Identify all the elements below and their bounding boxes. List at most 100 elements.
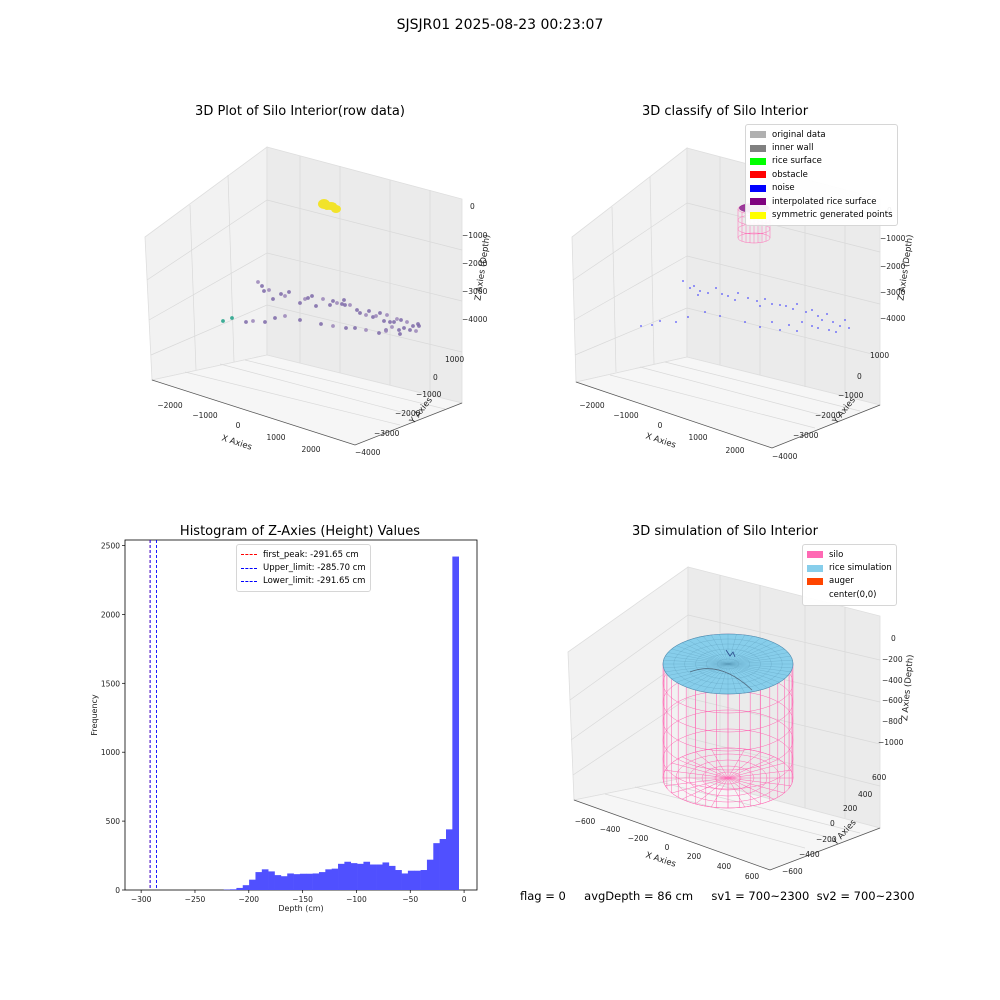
rice-mesh-spoke: [671, 663, 729, 680]
noise-point: [719, 315, 721, 317]
noise-point: [796, 330, 798, 332]
histogram-bar: [274, 875, 282, 890]
classify-ytick: 0: [857, 372, 862, 381]
rice-mesh-spoke: [688, 663, 729, 688]
rice-mesh-spoke: [667, 652, 729, 665]
histogram-title: Histogram of Z-Axies (Height) Values: [179, 524, 421, 539]
sim-ytick: 200: [843, 804, 858, 813]
classify-xtick: 2000: [725, 446, 744, 455]
histogram-bar: [376, 864, 383, 890]
legend-item: auger: [807, 575, 892, 588]
histogram-bar: [280, 876, 288, 890]
raw-point: [283, 314, 287, 318]
rice-mesh-spoke: [727, 642, 775, 665]
legend-item: original data: [750, 128, 893, 141]
legend-swatch: [750, 157, 766, 165]
legend-item: interpolated rice surface: [750, 195, 893, 208]
histogram-axes-frame: [124, 539, 478, 891]
classify-ztick: −2000: [880, 262, 906, 271]
figure-suptitle: SJSJR01 2025-08-23 00:23:07: [396, 17, 604, 33]
raw-ztick: 0: [470, 202, 475, 211]
classify-ytick: −1000: [838, 391, 864, 400]
histogram-bar: [325, 869, 332, 890]
histogram-xlabel: Depth (cm): [278, 904, 323, 913]
noise-point: [771, 303, 773, 305]
raw-point: [377, 331, 381, 335]
rice-mesh-spoke: [663, 659, 729, 665]
classify-xtick: 0: [658, 421, 663, 430]
raw-point: [395, 317, 399, 321]
sim-xlabel: X Axies: [644, 850, 677, 869]
raw-point: [267, 288, 271, 292]
raw-point: [358, 311, 362, 315]
raw-point: [306, 296, 310, 300]
legend-swatch: [241, 567, 257, 569]
raw-point: [340, 302, 344, 306]
raw-xtick: −1000: [192, 411, 218, 420]
legend-label: inner wall: [772, 143, 814, 154]
histogram-bar: [363, 861, 371, 890]
y-tick-label: 0: [115, 886, 120, 895]
raw-3d-grid: [146, 156, 463, 426]
rice-surface: [662, 633, 794, 695]
histogram-bar: [318, 872, 326, 890]
raw-point: [378, 311, 382, 315]
noise-point: [811, 309, 813, 311]
noise-point: [689, 287, 691, 289]
x-tick-label: −150: [292, 895, 313, 904]
sim-ztick: −600: [882, 696, 903, 705]
histogram-bar: [433, 843, 440, 890]
noise-point: [675, 321, 677, 323]
classify-xtick: 1000: [688, 433, 707, 442]
noise-point: [828, 329, 830, 331]
raw-3d-axes: [151, 379, 463, 446]
raw-point: [411, 324, 415, 328]
legend-swatch: [750, 198, 766, 206]
sim-ztick: −400: [882, 676, 903, 685]
rice-mesh-spoke: [727, 645, 780, 665]
rice-mesh-spoke: [703, 663, 729, 692]
silo-floor-spoke: [727, 751, 761, 779]
raw-point: [402, 326, 406, 330]
noise-point: [764, 298, 766, 300]
raw-ytick: −3000: [374, 429, 400, 438]
rice-mesh-spoke: [727, 663, 785, 680]
sim-xtick: −400: [600, 825, 621, 834]
raw-point: [221, 319, 225, 323]
y-tick-label: 2000: [101, 610, 120, 619]
histogram-bar: [350, 863, 358, 890]
raw-point: [263, 320, 267, 324]
legend-label: auger: [829, 576, 854, 587]
silo-floor-spoke: [665, 769, 729, 779]
raw-point: [279, 292, 283, 296]
rice-mesh-spoke: [719, 634, 729, 665]
raw-point: [319, 322, 323, 326]
silo-floor-spoke: [671, 777, 729, 794]
rice-mesh-spoke: [703, 636, 729, 665]
legend-swatch: [807, 577, 823, 585]
rice-mesh-spoke: [727, 663, 775, 686]
raw-point: [385, 313, 389, 317]
histogram-bar: [287, 873, 294, 890]
noise-point: [704, 311, 706, 313]
simulation-legend: silo rice simulation auger center(0,0): [802, 544, 897, 606]
noise-point: [715, 287, 717, 289]
classify-legend: original data inner wall rice surface obsta…: [745, 124, 898, 226]
legend-swatch: [750, 211, 766, 219]
silo-floor-spoke: [727, 777, 775, 800]
rice-mesh-spoke: [727, 663, 789, 676]
raw-point: [256, 280, 260, 284]
raw-point: [321, 297, 325, 301]
raw-point: [283, 294, 287, 298]
raw-point: [364, 328, 368, 332]
legend-label: Upper_limit: -285.70 cm: [263, 563, 366, 574]
legend-swatch: [241, 554, 257, 556]
silo-floor-spoke: [710, 748, 729, 779]
noise-point: [805, 311, 807, 313]
sim-ytick: −400: [799, 850, 820, 859]
legend-item: rice surface: [750, 155, 893, 168]
legend-label: Lower_limit: -291.65 cm: [263, 576, 366, 587]
histogram-bar: [261, 869, 269, 890]
histogram-legend: first_peak: -291.65 cm Upper_limit: -285.…: [236, 544, 371, 593]
raw-point: [382, 319, 386, 323]
